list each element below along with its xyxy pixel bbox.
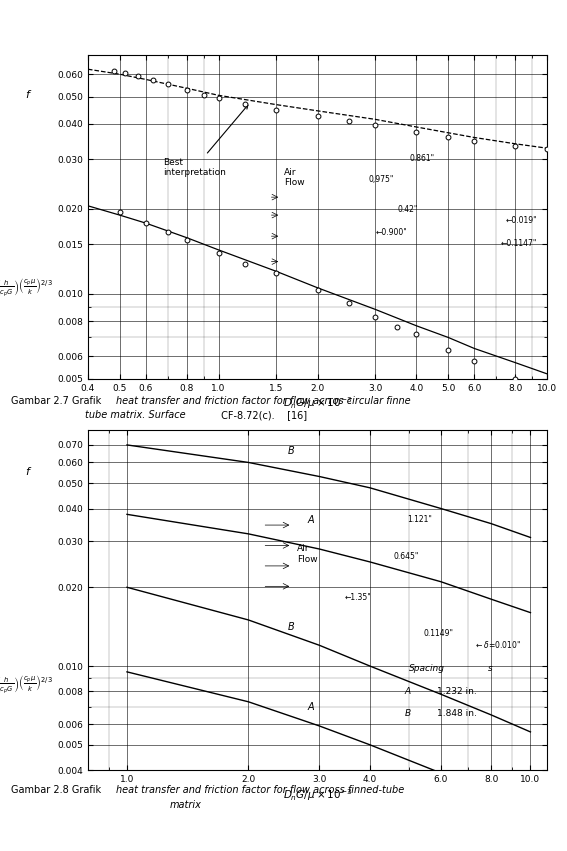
X-axis label: $D_nG/\mu \times 10^{-3}$: $D_nG/\mu \times 10^{-3}$ xyxy=(283,787,352,802)
Text: B: B xyxy=(405,709,411,717)
Text: $\leftarrow\delta$=0.010": $\leftarrow\delta$=0.010" xyxy=(473,639,521,650)
Text: A: A xyxy=(405,687,411,695)
Text: B: B xyxy=(287,446,294,456)
Text: 0.861": 0.861" xyxy=(409,154,434,163)
Text: $f$: $f$ xyxy=(24,89,32,100)
Text: Air
Flow: Air Flow xyxy=(297,545,318,563)
Text: CF-8.72(c).: CF-8.72(c). xyxy=(218,410,275,420)
Text: A: A xyxy=(307,701,314,711)
Text: 0.1149": 0.1149" xyxy=(423,629,453,637)
Text: heat transfer and friction factor for flow acrros circular finne: heat transfer and friction factor for fl… xyxy=(116,396,411,406)
Text: ←0.1147": ←0.1147" xyxy=(500,239,536,248)
Text: $f$: $f$ xyxy=(24,465,32,477)
Text: Air
Flow: Air Flow xyxy=(284,168,304,187)
Text: 0.42": 0.42" xyxy=(397,205,418,214)
Text: s: s xyxy=(488,665,492,673)
Text: Gambar 2.8 Grafik: Gambar 2.8 Grafik xyxy=(11,785,104,796)
Text: [16]: [16] xyxy=(284,410,307,420)
X-axis label: $D_nG/\mu \times 10^{-3}$: $D_nG/\mu \times 10^{-3}$ xyxy=(283,396,352,411)
Text: Gambar 2.7 Grafik: Gambar 2.7 Grafik xyxy=(11,396,105,406)
Text: 0.645": 0.645" xyxy=(393,552,418,561)
Text: heat transfer and friction factor for flow across finned-tube: heat transfer and friction factor for fl… xyxy=(116,785,404,796)
Text: Spacing: Spacing xyxy=(409,665,445,673)
Text: A: A xyxy=(307,516,314,525)
Text: $\left(\frac{h}{c_pG}\right)\left(\frac{c_p\mu}{k}\right)^{2/3}$: $\left(\frac{h}{c_pG}\right)\left(\frac{… xyxy=(0,674,53,696)
Text: ←0.900": ←0.900" xyxy=(375,228,407,237)
Text: matrix: matrix xyxy=(170,800,202,810)
Text: ←1.35": ←1.35" xyxy=(345,593,372,602)
Text: 0,975": 0,975" xyxy=(368,175,393,185)
Text: B: B xyxy=(287,622,294,632)
Text: Best
interpretation: Best interpretation xyxy=(164,106,248,177)
Text: tube matrix. Surface: tube matrix. Surface xyxy=(85,410,185,420)
Text: 1.848 in.: 1.848 in. xyxy=(437,709,477,717)
Text: 1.232 in.: 1.232 in. xyxy=(437,687,477,695)
Text: $\left(\frac{h}{c_pG}\right)\left(\frac{c_p\mu}{k}\right)^{2/3}$: $\left(\frac{h}{c_pG}\right)\left(\frac{… xyxy=(0,277,53,300)
Text: ←0.019": ←0.019" xyxy=(506,216,538,226)
Text: 1.121": 1.121" xyxy=(407,515,432,523)
